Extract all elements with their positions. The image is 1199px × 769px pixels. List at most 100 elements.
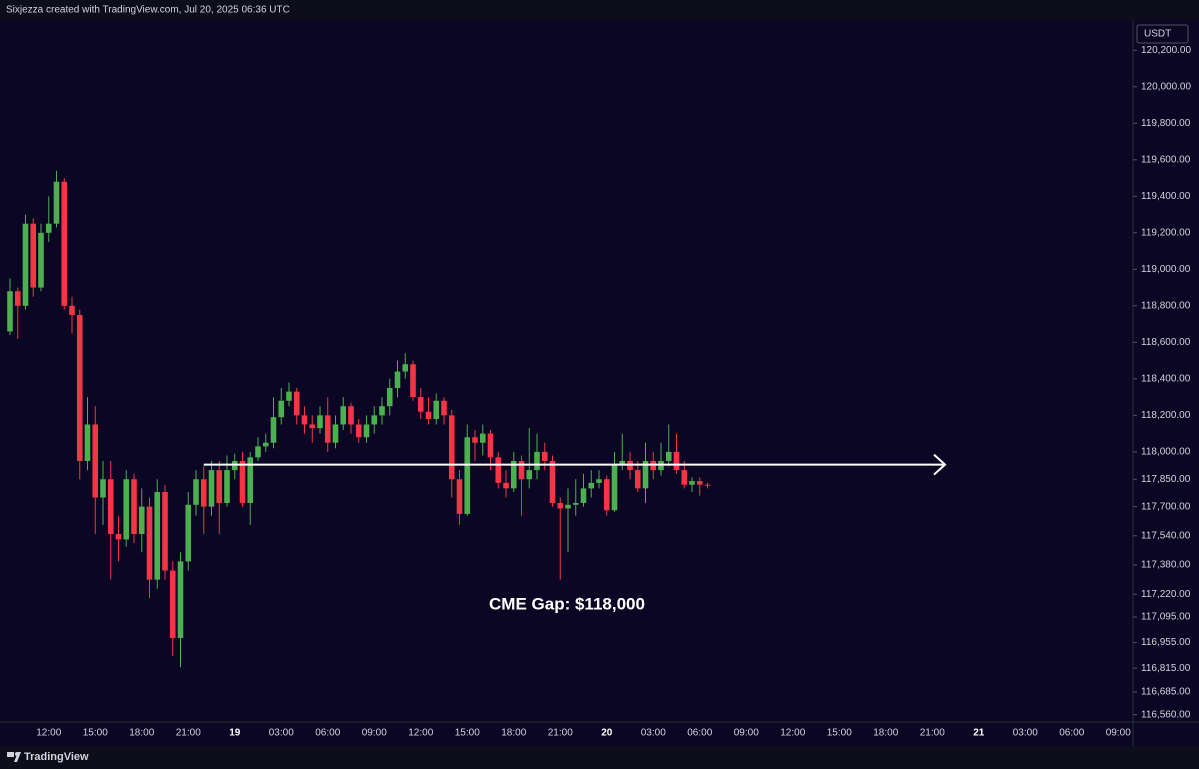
x-tick-label: 06:00 (1059, 728, 1084, 739)
candle-body (572, 502, 579, 505)
y-tick-label: 118,000.00 (1141, 446, 1191, 457)
y-tick-label: 117,850.00 (1141, 474, 1191, 485)
x-tick-label: 15:00 (827, 728, 852, 739)
footer-strip (0, 746, 1199, 769)
x-tick-label: 15:00 (455, 728, 480, 739)
candle-body (185, 504, 192, 562)
x-tick-label: 03:00 (1013, 728, 1038, 739)
candle-body (355, 424, 362, 438)
candle-body (169, 570, 176, 639)
y-tick-label: 116,955.00 (1141, 637, 1191, 648)
candle-body (673, 451, 680, 471)
x-tick-label: 09:00 (734, 728, 759, 739)
candle-body (45, 223, 52, 233)
candle-body (495, 457, 502, 483)
candle-body (286, 391, 292, 401)
candle-body (255, 446, 261, 458)
candle-body (146, 506, 153, 580)
candle-body (394, 371, 401, 388)
candle-body (162, 492, 168, 571)
x-tick-label: 06:00 (687, 728, 712, 739)
candle-body (371, 415, 378, 425)
candle-body (293, 391, 300, 416)
candle-body (526, 470, 533, 480)
x-tick-label: 12:00 (408, 728, 433, 739)
candle-body (665, 451, 672, 461)
gap-arrow-head (933, 453, 947, 476)
candle-body (317, 415, 323, 429)
y-tick-label: 118,400.00 (1141, 373, 1191, 384)
candle-body (611, 464, 618, 511)
candle-body (262, 442, 269, 447)
candle-body (472, 437, 478, 443)
y-tick-label: 118,200.00 (1141, 410, 1191, 421)
candle-body (503, 482, 509, 489)
candle-body (61, 181, 68, 306)
x-tick-label: 06:00 (315, 728, 340, 739)
candle-body (107, 479, 114, 534)
candle-body (324, 415, 331, 443)
candle-body (348, 406, 354, 425)
candle-body (200, 479, 207, 507)
candle-body (193, 479, 199, 505)
candle-body (464, 437, 471, 514)
candle-body (402, 364, 409, 372)
brand: TradingView (24, 751, 89, 763)
candle-body (417, 397, 424, 412)
x-tick-label: 18:00 (873, 728, 898, 739)
candle-body (588, 482, 595, 489)
candle-body (580, 488, 587, 503)
candle-body (596, 479, 602, 483)
brand-logo (7, 752, 21, 762)
x-tick-label: 21:00 (920, 728, 945, 739)
candle-body (138, 506, 145, 534)
x-tick-label: 18:00 (501, 728, 526, 739)
candle-body (14, 291, 21, 306)
candle-body (425, 411, 432, 420)
candle-body (38, 232, 44, 288)
y-tick-label: 116,685.00 (1141, 687, 1191, 698)
candle-body (518, 460, 525, 480)
x-tick-label: 15:00 (83, 728, 108, 739)
y-tick-label: 117,095.00 (1141, 612, 1191, 623)
candle-body (69, 305, 75, 315)
candle-body (177, 561, 184, 639)
candle-body (479, 433, 486, 443)
candle-body (410, 364, 416, 398)
candle-body (216, 470, 223, 503)
candle-body (379, 406, 385, 416)
candle-body (247, 457, 254, 503)
candle-body (456, 479, 463, 514)
y-tick-label: 116,560.00 (1141, 709, 1191, 720)
attribution: Sixjezza created with TradingView.com, J… (6, 5, 290, 16)
x-tick-label: 03:00 (641, 728, 666, 739)
x-tick-label: 12:00 (36, 728, 61, 739)
candle-body (386, 387, 393, 407)
x-tick-label: 09:00 (1106, 728, 1131, 739)
y-tick-label: 118,600.00 (1141, 337, 1191, 348)
candle-body (92, 424, 99, 498)
header-strip (0, 0, 1199, 20)
y-tick-label: 119,000.00 (1141, 264, 1191, 275)
currency: USDT (1144, 29, 1171, 40)
x-tick-label: 03:00 (269, 728, 294, 739)
candle-body (100, 479, 106, 498)
candle-body (363, 424, 370, 438)
candle-body (309, 424, 316, 429)
candle-body (76, 314, 83, 461)
candle-body (634, 470, 641, 489)
candle-body (541, 451, 548, 461)
candle-body (7, 291, 13, 332)
candle-body (22, 223, 29, 306)
candle-body (487, 433, 494, 458)
candle-body (224, 470, 230, 503)
candle-body (704, 484, 711, 486)
candle-body (557, 502, 564, 509)
y-tick-label: 117,540.00 (1141, 530, 1191, 541)
candle-body (53, 181, 60, 224)
candle-body (510, 460, 517, 489)
x-tick-label: 21:00 (176, 728, 201, 739)
candle-body (565, 504, 571, 509)
